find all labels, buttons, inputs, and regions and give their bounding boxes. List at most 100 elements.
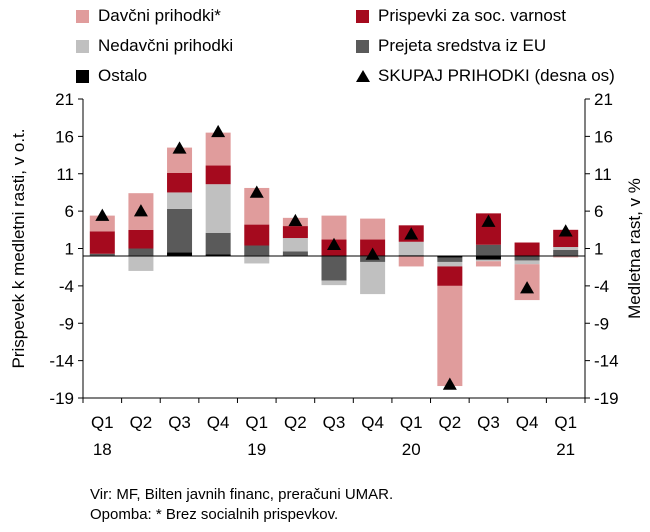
legend-item-eu: Prejeta sredstva iz EU [356, 36, 546, 56]
legend-swatch-davcni [76, 9, 89, 23]
bar-eu-9 [437, 257, 463, 262]
y-left-tick-label-4: 1 [65, 240, 74, 259]
source-note: Vir: MF, Bilten javnih financ, preračuni… [90, 486, 394, 503]
bar-davcni-7 [360, 218, 386, 240]
bar-nedavcni-5 [282, 238, 308, 252]
y-right-tick-label-2: 11 [594, 165, 612, 184]
bar-nedavcni-12 [553, 247, 579, 250]
bar-davcni-6 [321, 215, 347, 240]
y-right-tick-label-0: 21 [594, 90, 613, 109]
skupaj-marker-6 [327, 237, 341, 251]
x-tick-label-year-4: 19 [247, 440, 266, 459]
skupaj-marker-2 [172, 141, 187, 154]
legend-item-skupaj: SKUPAJ PRIHODKI (desna os) [356, 66, 615, 86]
skupaj-marker-5 [288, 213, 303, 227]
legend-swatch-nedavcni [76, 39, 89, 53]
y-right-tick-label-5: -4 [594, 277, 609, 296]
bar-nedavcni-1 [128, 255, 154, 271]
y-left-tick-label-3: 6 [65, 202, 74, 221]
bar-eu-2 [167, 208, 193, 253]
bar-nedavcni-11 [514, 260, 540, 265]
bar-eu-12 [553, 249, 579, 256]
bar-eu-11 [514, 255, 540, 261]
bar-prispevki-1 [128, 229, 154, 249]
x-tick-label-quarter-8: Q1 [400, 413, 423, 432]
y-right-tick-label-6: -9 [594, 314, 609, 333]
x-tick-label-quarter-6: Q3 [323, 413, 346, 432]
legend-item-nedavcni: Nedavčni prihodki [76, 36, 233, 56]
bar-eu-3 [205, 232, 231, 255]
x-tick-label-quarter-1: Q2 [130, 413, 153, 432]
bar-davcni-10 [475, 261, 501, 267]
x-tick-label-year-12: 21 [556, 440, 575, 459]
x-tick-label-quarter-2: Q3 [168, 413, 191, 432]
bar-eu-10 [475, 244, 501, 256]
y-left-tick-label-6: -9 [59, 314, 74, 333]
bar-nedavcni-10 [475, 259, 501, 262]
y-left-tick-label-1: 16 [55, 127, 74, 146]
bar-nedavcni-3 [205, 184, 231, 233]
y-right-tick-label-8: -19 [594, 389, 619, 408]
skupaj-marker-10 [481, 214, 496, 227]
x-tick-label-quarter-11: Q4 [516, 413, 539, 432]
x-tick-label-quarter-12: Q1 [554, 413, 577, 432]
y-left-tick-label-8: -19 [49, 389, 74, 408]
legend-label-davcni: Davčni prihodki* [98, 6, 221, 25]
skupaj-marker-11 [520, 281, 535, 294]
y-right-tick-label-7: -14 [594, 352, 619, 371]
bar-davcni-8 [398, 255, 424, 267]
skupaj-marker-12 [558, 224, 573, 237]
footnote: Opomba: * Brez socialnih prispevkov. [90, 506, 339, 523]
bar-nedavcni-8 [398, 241, 424, 256]
bar-nedavcni-6 [321, 280, 347, 286]
bar-prispevki-11 [514, 242, 540, 256]
y-right-tick-label-3: 6 [594, 202, 603, 221]
y-left-axis-title: Prispevek k medletni rasti, v o.t. [9, 129, 28, 369]
x-tick-label-quarter-7: Q4 [361, 413, 384, 432]
skupaj-marker-3 [211, 124, 226, 138]
skupaj-marker-9 [442, 377, 457, 390]
bar-ostalo-3 [205, 254, 231, 256]
legend-swatch-ostalo [76, 69, 89, 83]
bar-nedavcni-4 [244, 255, 270, 264]
x-tick-label-quarter-4: Q1 [245, 413, 268, 432]
bar-prispevki-5 [282, 226, 308, 239]
bar-ostalo-9 [437, 255, 463, 258]
legend-item-prispevki: Prispevki za soc. varnost [356, 6, 566, 26]
x-tick-label-year-0: 18 [93, 440, 112, 459]
legend-swatch-prispevki [356, 9, 369, 23]
y-left-tick-label-5: -4 [59, 277, 74, 296]
y-left-tick-label-2: 11 [56, 165, 74, 184]
legend-label-nedavcni: Nedavčni prihodki [98, 36, 234, 55]
y-right-tick-label-1: 16 [594, 127, 613, 146]
y-left-tick-label-7: -14 [49, 352, 74, 371]
legend-label-skupaj: SKUPAJ PRIHODKI (desna os) [378, 66, 615, 85]
bar-davcni-9 [437, 285, 463, 387]
bar-davcni-12 [553, 255, 579, 258]
x-tick-label-quarter-5: Q2 [284, 413, 307, 432]
legend-label-prispevki: Prispevki za soc. varnost [378, 6, 567, 25]
bar-davcni-0 [89, 215, 115, 232]
bar-nedavcni-9 [437, 261, 463, 267]
y-right-tick-label-4: 1 [594, 240, 603, 259]
legend-label-eu: Prejeta sredstva iz EU [378, 36, 547, 55]
bar-prispevki-0 [89, 231, 115, 254]
legend-swatch-eu [356, 39, 369, 53]
skupaj-marker-1 [133, 204, 148, 217]
triangle-marker-icon [356, 70, 370, 82]
x-tick-label-quarter-9: Q2 [439, 413, 462, 432]
notes: Vir: MF, Bilten javnih financ, preračuni… [90, 485, 393, 525]
x-tick-label-quarter-3: Q4 [207, 413, 230, 432]
bar-eu-0 [89, 253, 115, 256]
bar-nedavcni-2 [167, 192, 193, 209]
legend-item-davcni: Davčni prihodki* [76, 6, 221, 26]
bar-eu-1 [128, 248, 154, 256]
bar-prispevki-12 [553, 229, 579, 248]
bar-davcni-3 [205, 132, 231, 166]
skupaj-marker-4 [249, 185, 264, 198]
bar-prispevki-3 [205, 165, 231, 185]
legend-label-ostalo: Ostalo [98, 66, 148, 85]
bar-ostalo-2 [167, 252, 193, 256]
x-tick-label-quarter-0: Q1 [91, 413, 114, 432]
